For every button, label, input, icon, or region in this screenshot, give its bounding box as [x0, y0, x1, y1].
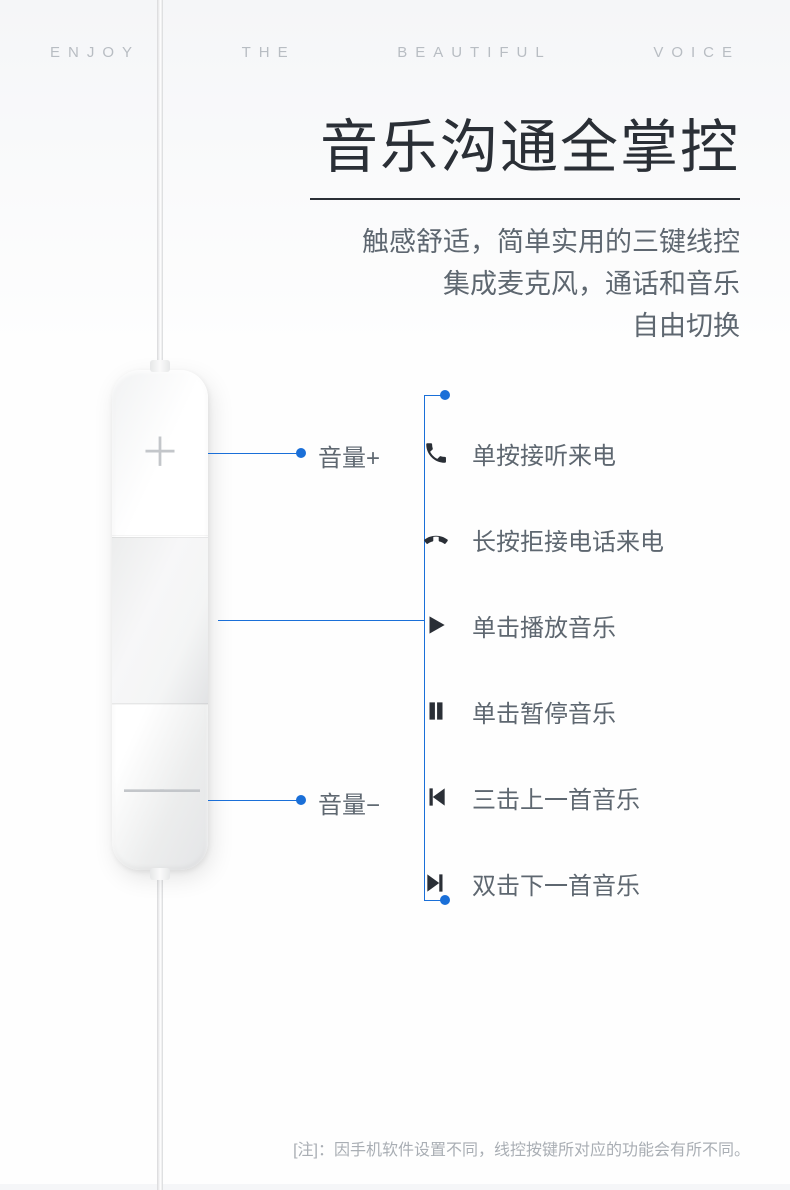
play-icon [418, 612, 454, 638]
volume-down-button: —— [112, 704, 208, 870]
footnote: [注]：因手机软件设置不同，线控按键所对应的功能会有所不同。 [293, 1136, 750, 1160]
function-label: 长按拒接电话来电 [472, 522, 664, 557]
center-button [112, 537, 208, 704]
volume-minus-label: 音量− [318, 785, 380, 820]
subtitle: 触感舒适，简单实用的三键线控 集成麦克风，通话和音乐 自由切换 [362, 222, 740, 348]
tagline-word: VOICE [653, 44, 740, 61]
cable-bottom [157, 870, 163, 1190]
function-label: 三击上一首音乐 [472, 780, 640, 815]
function-item: 长按拒接电话来电 [418, 496, 750, 582]
function-label: 单击播放音乐 [472, 608, 616, 643]
connector-dot [296, 795, 306, 805]
function-item: 单击播放音乐 [418, 582, 750, 668]
subtitle-line: 自由切换 [362, 306, 740, 348]
bracket-line [218, 620, 424, 621]
tagline-word: BEAUTIFUL [397, 44, 552, 61]
volume-plus-label: 音量+ [318, 438, 380, 473]
minus-icon: —— [124, 768, 196, 808]
function-item: 单按接听来电 [418, 410, 750, 496]
next-track-icon [418, 870, 454, 896]
function-item: 双击下一首音乐 [418, 840, 750, 926]
cable-top [157, 0, 163, 370]
title-underline [310, 198, 740, 200]
title-block: 音乐沟通全掌控 [310, 100, 740, 200]
pause-icon [418, 698, 454, 724]
connector-line [208, 800, 298, 801]
page-title: 音乐沟通全掌控 [310, 100, 740, 184]
phone-icon [418, 440, 454, 466]
prev-track-icon [418, 784, 454, 810]
plus-icon: ＋ [140, 433, 180, 473]
function-label: 双击下一首音乐 [472, 866, 640, 901]
function-item: 三击上一首音乐 [418, 754, 750, 840]
phone-down-icon [418, 526, 454, 552]
connector-dot [440, 390, 450, 400]
function-label: 单击暂停音乐 [472, 694, 616, 729]
volume-up-button: ＋ [112, 370, 208, 536]
tagline-word: ENJOY [50, 44, 140, 61]
tagline: ENJOY THE BEAUTIFUL VOICE [50, 44, 740, 61]
function-label: 单按接听来电 [472, 436, 616, 471]
connector-dot [296, 448, 306, 458]
subtitle-line: 触感舒适，简单实用的三键线控 [362, 222, 740, 264]
tagline-word: THE [242, 44, 296, 61]
subtitle-line: 集成麦克风，通话和音乐 [362, 264, 740, 306]
remote-control: ＋ —— [112, 370, 208, 870]
function-item: 单击暂停音乐 [418, 668, 750, 754]
connector-line [208, 453, 298, 454]
function-list: 单按接听来电 长按拒接电话来电 单击播放音乐 单击暂停音乐 三击上一首音乐 双击… [418, 410, 750, 926]
